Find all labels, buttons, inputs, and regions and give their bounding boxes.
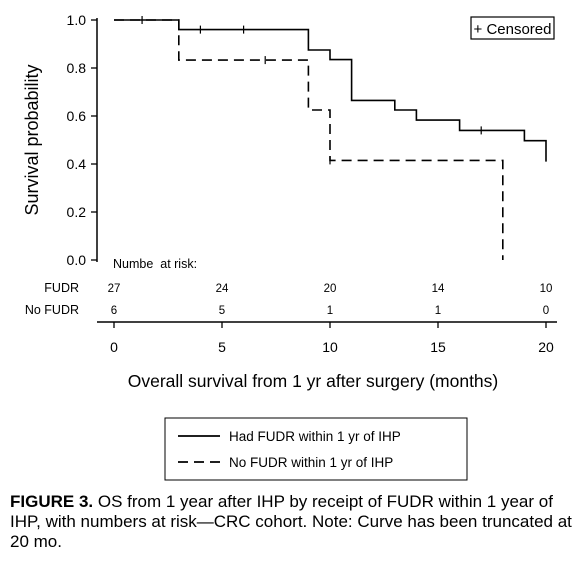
risk-table-title: Numbe at risk: [113,257,197,271]
caption-text: OS from 1 year after IHP by receipt of F… [10,492,572,551]
x-tick-label: 0 [110,339,118,355]
censored-legend-box [470,16,555,40]
risk-count: 1 [327,305,333,317]
x-tick-label: 5 [218,339,226,355]
fudr-curve [114,19,547,162]
y-tick-label: 0.8 [67,60,87,76]
y-axis-title: Survival probability [22,64,42,215]
legend-label-no-fudr: No FUDR within 1 yr of IHP [229,455,393,470]
y-tick-label: 0.4 [67,156,87,172]
survival-chart: 0.00.20.40.60.81.0 0 5 10 15 20 Survival pro… [22,12,557,481]
risk-count: 20 [324,283,337,295]
risk-count: 24 [216,283,229,295]
risk-count: 14 [432,283,445,295]
legend-label-fudr: Had FUDR within 1 yr of IHP [229,429,401,444]
x-tick-label: 15 [430,339,446,355]
risk-row-label: No FUDR [25,303,79,317]
x-tick-label: 10 [322,339,338,355]
y-tick-label: 0.2 [67,204,87,220]
censored-legend-text: + Censored [474,21,552,38]
y-axis-ticks: 0.0 0.2 0.4 0.6 0.8 1.0 [67,12,97,268]
risk-count: 6 [111,305,117,317]
y-tick-label: 1.0 [67,12,87,28]
risk-count: 0 [543,305,549,317]
series-legend-box [164,417,468,481]
figure-caption: FIGURE 3. OS from 1 year after IHP by re… [10,492,576,552]
x-axis-title: Overall survival from 1 yr after surgery… [128,371,499,391]
risk-count: 27 [108,283,121,295]
caption-label: FIGURE 3. [10,492,94,511]
x-tick-label: 20 [538,339,554,355]
risk-count: 1 [435,305,441,317]
risk-count: 5 [219,305,225,317]
x-axis-ticks: 0 5 10 15 20 [110,322,554,355]
y-tick-label: 0.0 [67,252,87,268]
risk-count: 10 [540,283,553,295]
no-fudr-curve [114,19,504,260]
survival-curves [114,16,547,260]
risk-row-label: FUDR [44,281,79,295]
y-tick-label: 0.6 [67,108,87,124]
